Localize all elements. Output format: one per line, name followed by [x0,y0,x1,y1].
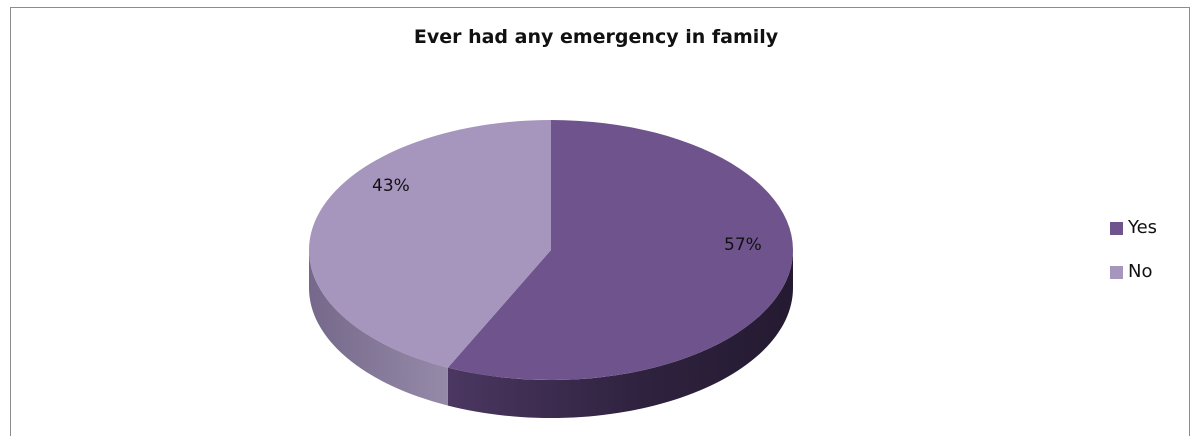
legend: Yes No [1110,216,1180,304]
chart-title: Ever had any emergency in family [413,26,779,48]
data-label-no: 43% [372,176,410,196]
legend-swatch-yes [1110,221,1123,235]
legend-swatch-no [1110,265,1123,279]
pie-side-no [309,250,448,406]
legend-label-yes: Yes [1128,217,1158,238]
pie-slice-no [309,120,551,368]
legend-label-no: No [1128,261,1153,282]
page-top-strip [0,0,1192,7]
data-label-yes: 57% [724,235,762,255]
legend-item-yes: Yes [1110,216,1180,240]
legend-item-no: No [1110,260,1180,284]
pie-side-yes [447,250,793,418]
pie-slice-yes [447,120,793,380]
